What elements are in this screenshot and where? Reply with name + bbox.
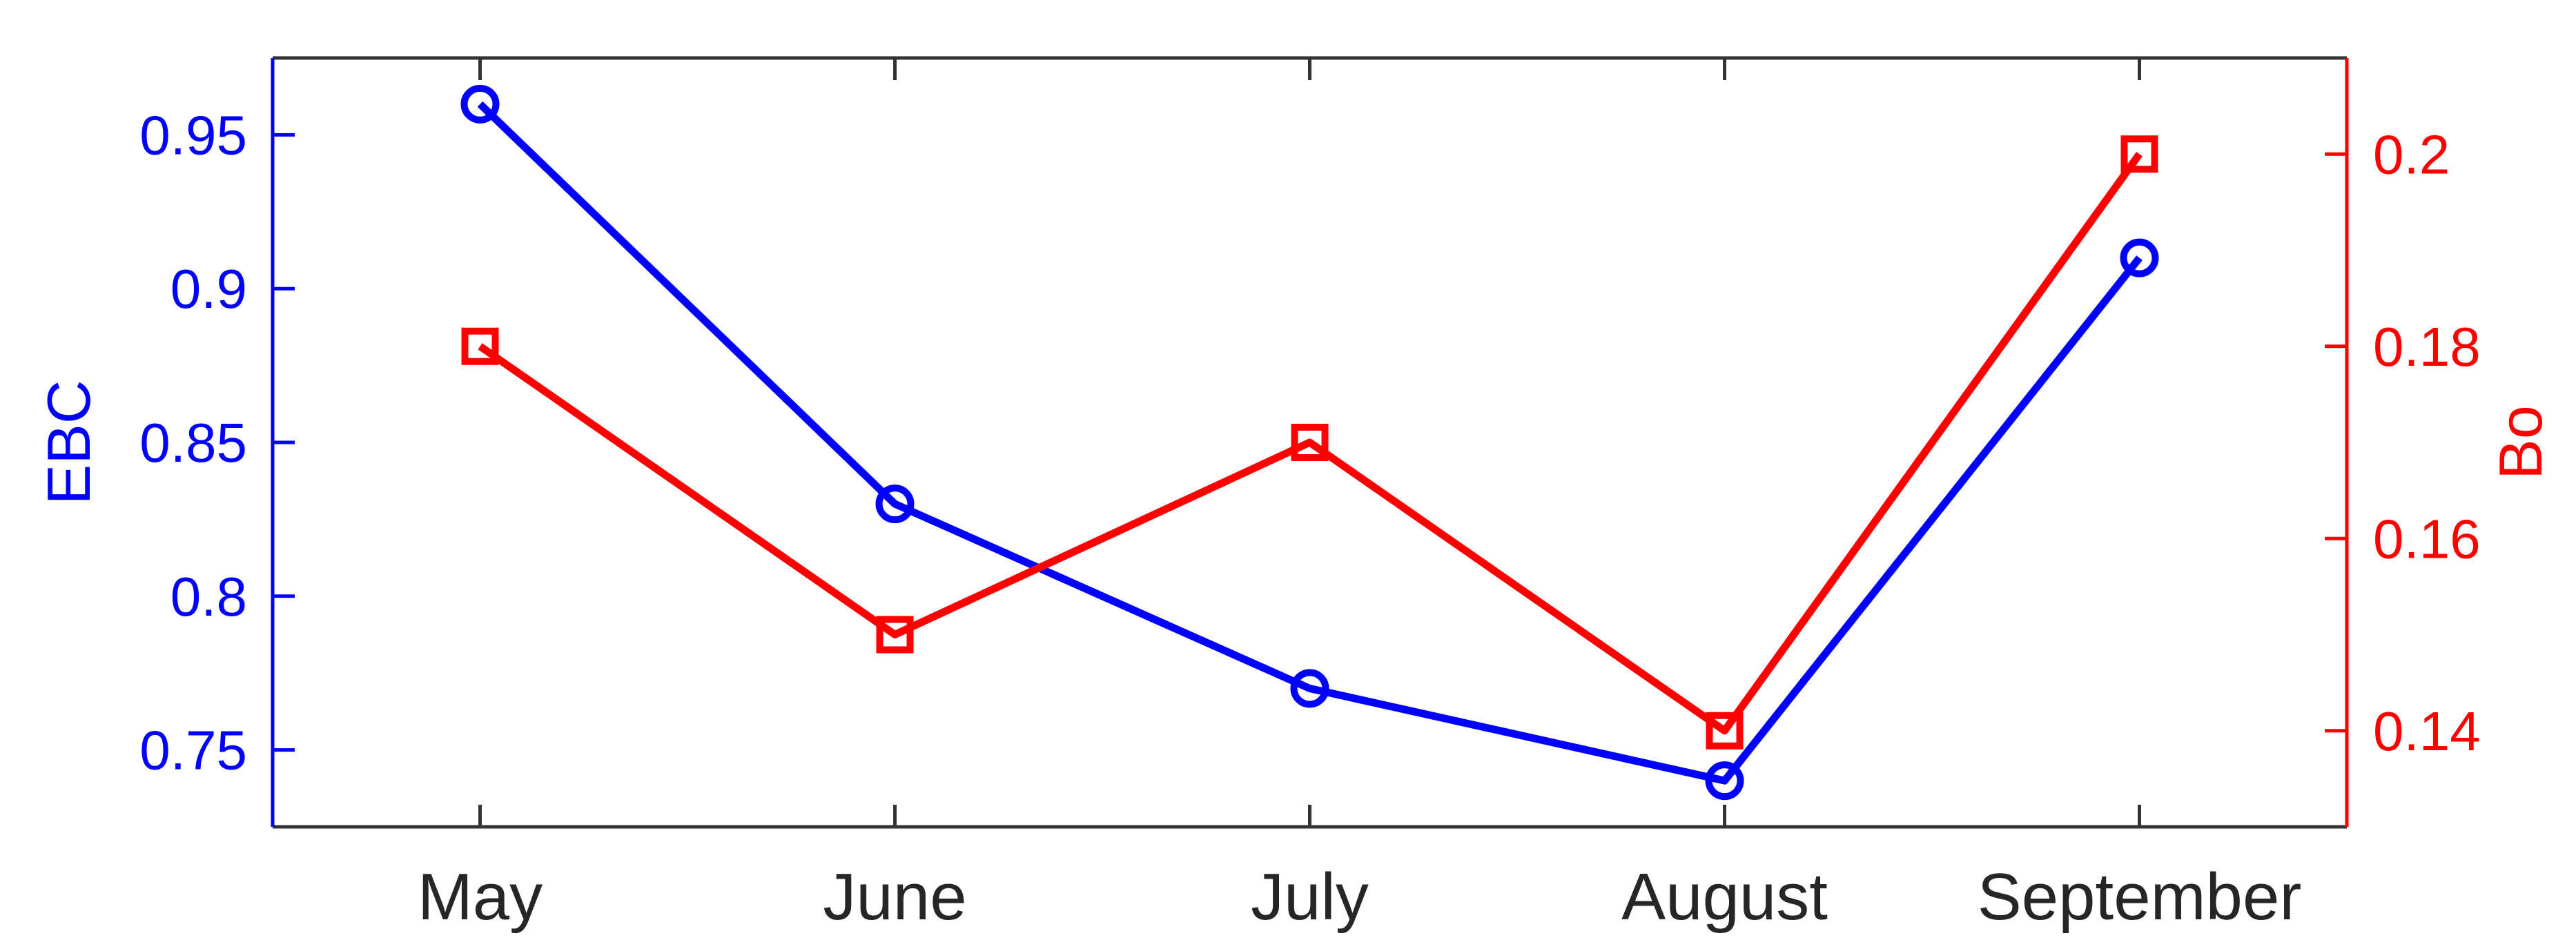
square-marker (876, 616, 914, 654)
square-marker (1291, 424, 1329, 461)
circle-marker (1290, 669, 1329, 708)
circle-marker (1705, 761, 1744, 801)
square-marker (1706, 712, 1744, 750)
circle-marker (875, 485, 915, 524)
x-tick-label: August (1621, 860, 1828, 934)
x-tick-label: September (1978, 860, 2302, 934)
right-axis: 0.2 0.18 0.16 0.14 Bo (2325, 124, 2555, 762)
left-tick-label: 0.85 (139, 412, 247, 473)
right-tick-label: 0.18 (2373, 316, 2481, 378)
left-axis-title: EBC (35, 380, 103, 505)
right-axis-title: Bo (2486, 405, 2555, 480)
circle-marker (2120, 238, 2159, 277)
square-marker (2120, 135, 2158, 173)
x-tick-label: May (418, 860, 543, 934)
square-marker (461, 327, 499, 365)
right-tick-label: 0.14 (2373, 701, 2481, 762)
x-axis: May June July August September (418, 58, 2301, 934)
x-tick-label: June (823, 860, 966, 934)
left-tick-label: 0.75 (139, 720, 247, 781)
series-Bo (461, 135, 2158, 750)
series-EBC (460, 84, 2159, 801)
series-line-EBC (477, 101, 2143, 785)
circle-marker (460, 84, 500, 124)
left-tick-label: 0.8 (170, 566, 247, 627)
right-tick-label: 0.2 (2373, 124, 2450, 185)
left-tick-label: 0.95 (139, 104, 247, 166)
series-line-Bo (478, 152, 2143, 735)
right-tick-label: 0.16 (2373, 508, 2481, 569)
x-tick-label: July (1251, 860, 1369, 934)
left-axis: 0.95 0.9 0.85 0.8 0.75 EBC (35, 104, 295, 781)
left-tick-label: 0.9 (170, 258, 247, 320)
